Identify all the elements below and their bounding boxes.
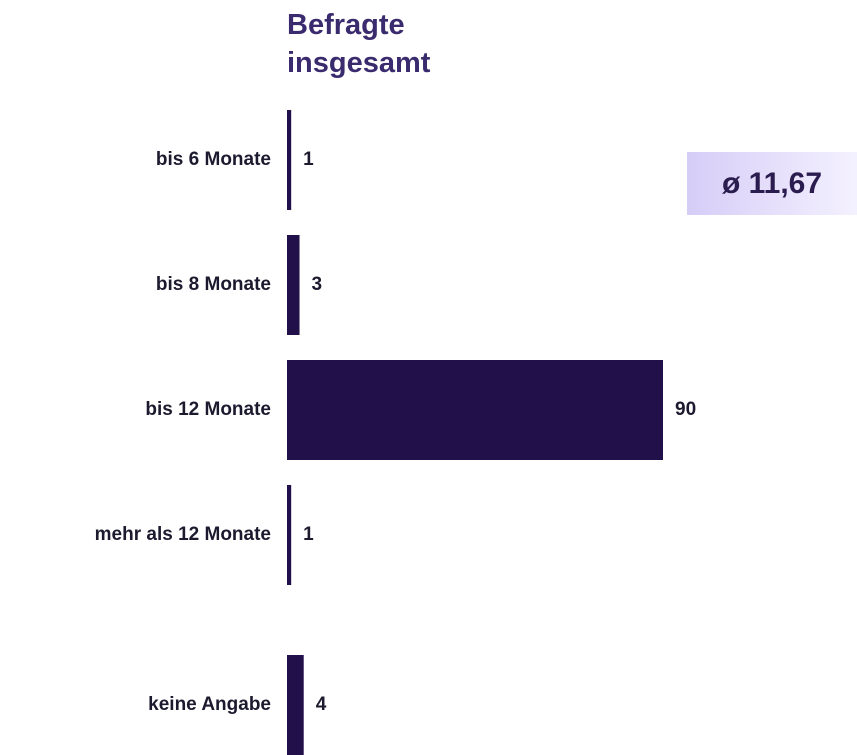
bar: [287, 485, 292, 585]
value-label: 1: [303, 149, 314, 170]
bar: [287, 235, 300, 335]
value-label: 1: [303, 524, 314, 545]
bar: [287, 655, 304, 755]
category-label: mehr als 12 Monate: [95, 524, 271, 545]
bar: [287, 360, 663, 460]
category-label: bis 8 Monate: [156, 274, 271, 295]
chart-title: Befragte insgesamt: [287, 9, 431, 79]
value-label: 3: [312, 274, 323, 295]
category-label: keine Angabe: [148, 694, 271, 715]
value-label: 4: [316, 694, 327, 715]
category-label: bis 12 Monate: [145, 399, 271, 420]
value-label: 90: [675, 399, 696, 420]
category-label: bis 6 Monate: [156, 149, 271, 170]
average-annotation: ø 11,67: [687, 152, 857, 215]
bar: [287, 110, 292, 210]
